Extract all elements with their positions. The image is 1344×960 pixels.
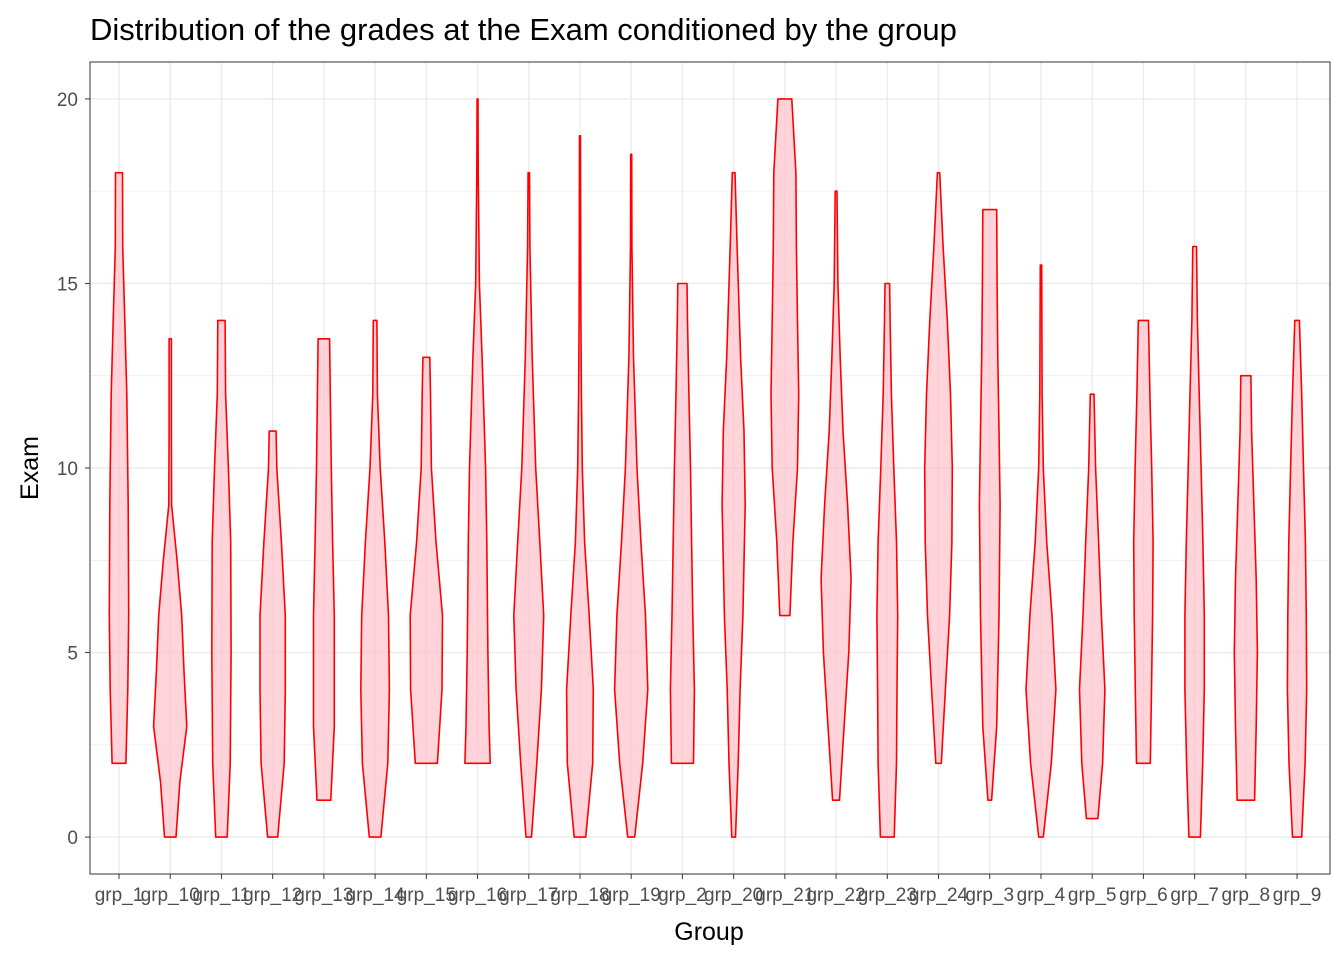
violin-grp_22 xyxy=(820,190,852,801)
violin-grp_10 xyxy=(152,338,188,838)
x-tick-label: grp_20 xyxy=(704,885,763,906)
x-tick-label: grp_18 xyxy=(550,885,609,906)
x-tick-label: grp_14 xyxy=(346,885,406,906)
violin-grp_13 xyxy=(312,338,336,801)
x-tick-label: grp_17 xyxy=(499,885,558,906)
y-tick-label: 5 xyxy=(67,644,78,665)
y-tick-label: 20 xyxy=(57,90,78,111)
x-tick-label: grp_4 xyxy=(1017,885,1066,906)
y-axis-title: Exam xyxy=(16,436,44,500)
x-axis: grp_1grp_10grp_11grp_12grp_13grp_14grp_1… xyxy=(95,874,1322,906)
violin-grp_16 xyxy=(464,98,491,765)
x-tick-label: grp_13 xyxy=(294,885,353,906)
chart-title: Distribution of the grades at the Exam c… xyxy=(90,12,957,47)
violin-grp_1 xyxy=(108,171,130,765)
violin-grp_17 xyxy=(513,171,545,838)
violin-grp_8 xyxy=(1233,374,1259,801)
x-tick-label: grp_16 xyxy=(448,885,507,906)
x-tick-label: grp_19 xyxy=(602,885,661,906)
violin-grp_14 xyxy=(360,319,391,838)
x-tick-label: grp_23 xyxy=(858,885,917,906)
violin-grp_23 xyxy=(876,282,899,838)
x-tick-label: grp_8 xyxy=(1222,885,1271,906)
violins xyxy=(108,98,1308,838)
violin-grp_6 xyxy=(1132,319,1154,765)
x-tick-label: grp_1 xyxy=(95,885,144,906)
x-tick-label: grp_7 xyxy=(1170,885,1219,906)
y-axis: 0 5 10 15 20 xyxy=(57,90,90,849)
violin-grp_21 xyxy=(770,98,800,617)
x-tick-label: grp_11 xyxy=(193,885,251,906)
violin-grp_3 xyxy=(978,208,1001,801)
x-tick-label: grp_10 xyxy=(141,885,200,906)
violin-grp_15 xyxy=(409,356,444,765)
x-tick-label: grp_24 xyxy=(909,885,969,906)
x-tick-label: grp_5 xyxy=(1068,885,1117,906)
x-tick-label: grp_6 xyxy=(1119,885,1168,906)
x-tick-label: grp_21 xyxy=(755,885,814,906)
x-tick-label: grp_12 xyxy=(243,885,302,906)
violin-grp_20 xyxy=(721,171,746,838)
violin-grp_18 xyxy=(565,135,595,838)
x-tick-label: grp_15 xyxy=(397,885,456,906)
violin-grp_5 xyxy=(1078,393,1106,820)
violin-grp_12 xyxy=(259,430,287,838)
y-tick-label: 10 xyxy=(57,459,78,480)
x-tick-label: grp_3 xyxy=(965,885,1014,906)
y-tick-label: 0 xyxy=(67,828,78,849)
violin-grp_11 xyxy=(211,319,232,838)
x-tick-label: grp_2 xyxy=(658,885,707,906)
x-tick-label: grp_9 xyxy=(1273,885,1322,906)
violin-grp_24 xyxy=(923,171,954,765)
violin-grp_2 xyxy=(669,282,696,765)
violin-grp_4 xyxy=(1025,264,1057,838)
violin-grp_19 xyxy=(613,153,649,838)
violin-grp_7 xyxy=(1184,245,1206,838)
x-tick-label: grp_22 xyxy=(806,885,865,906)
x-axis-title: Group xyxy=(674,918,743,946)
violin-grp_9 xyxy=(1286,319,1308,838)
y-tick-label: 15 xyxy=(57,274,78,295)
